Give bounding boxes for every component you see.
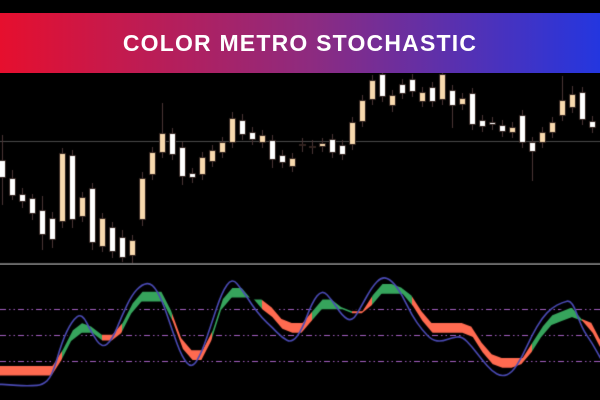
page-title: COLOR METRO STOCHASTIC [122,29,478,56]
title-banner: COLOR METRO STOCHASTIC [0,13,600,73]
stochastic-indicator-panel [0,265,600,400]
